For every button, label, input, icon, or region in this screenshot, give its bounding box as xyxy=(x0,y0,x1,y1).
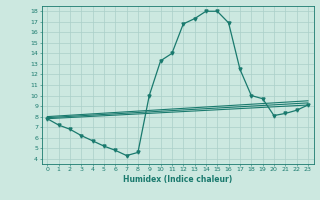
X-axis label: Humidex (Indice chaleur): Humidex (Indice chaleur) xyxy=(123,175,232,184)
